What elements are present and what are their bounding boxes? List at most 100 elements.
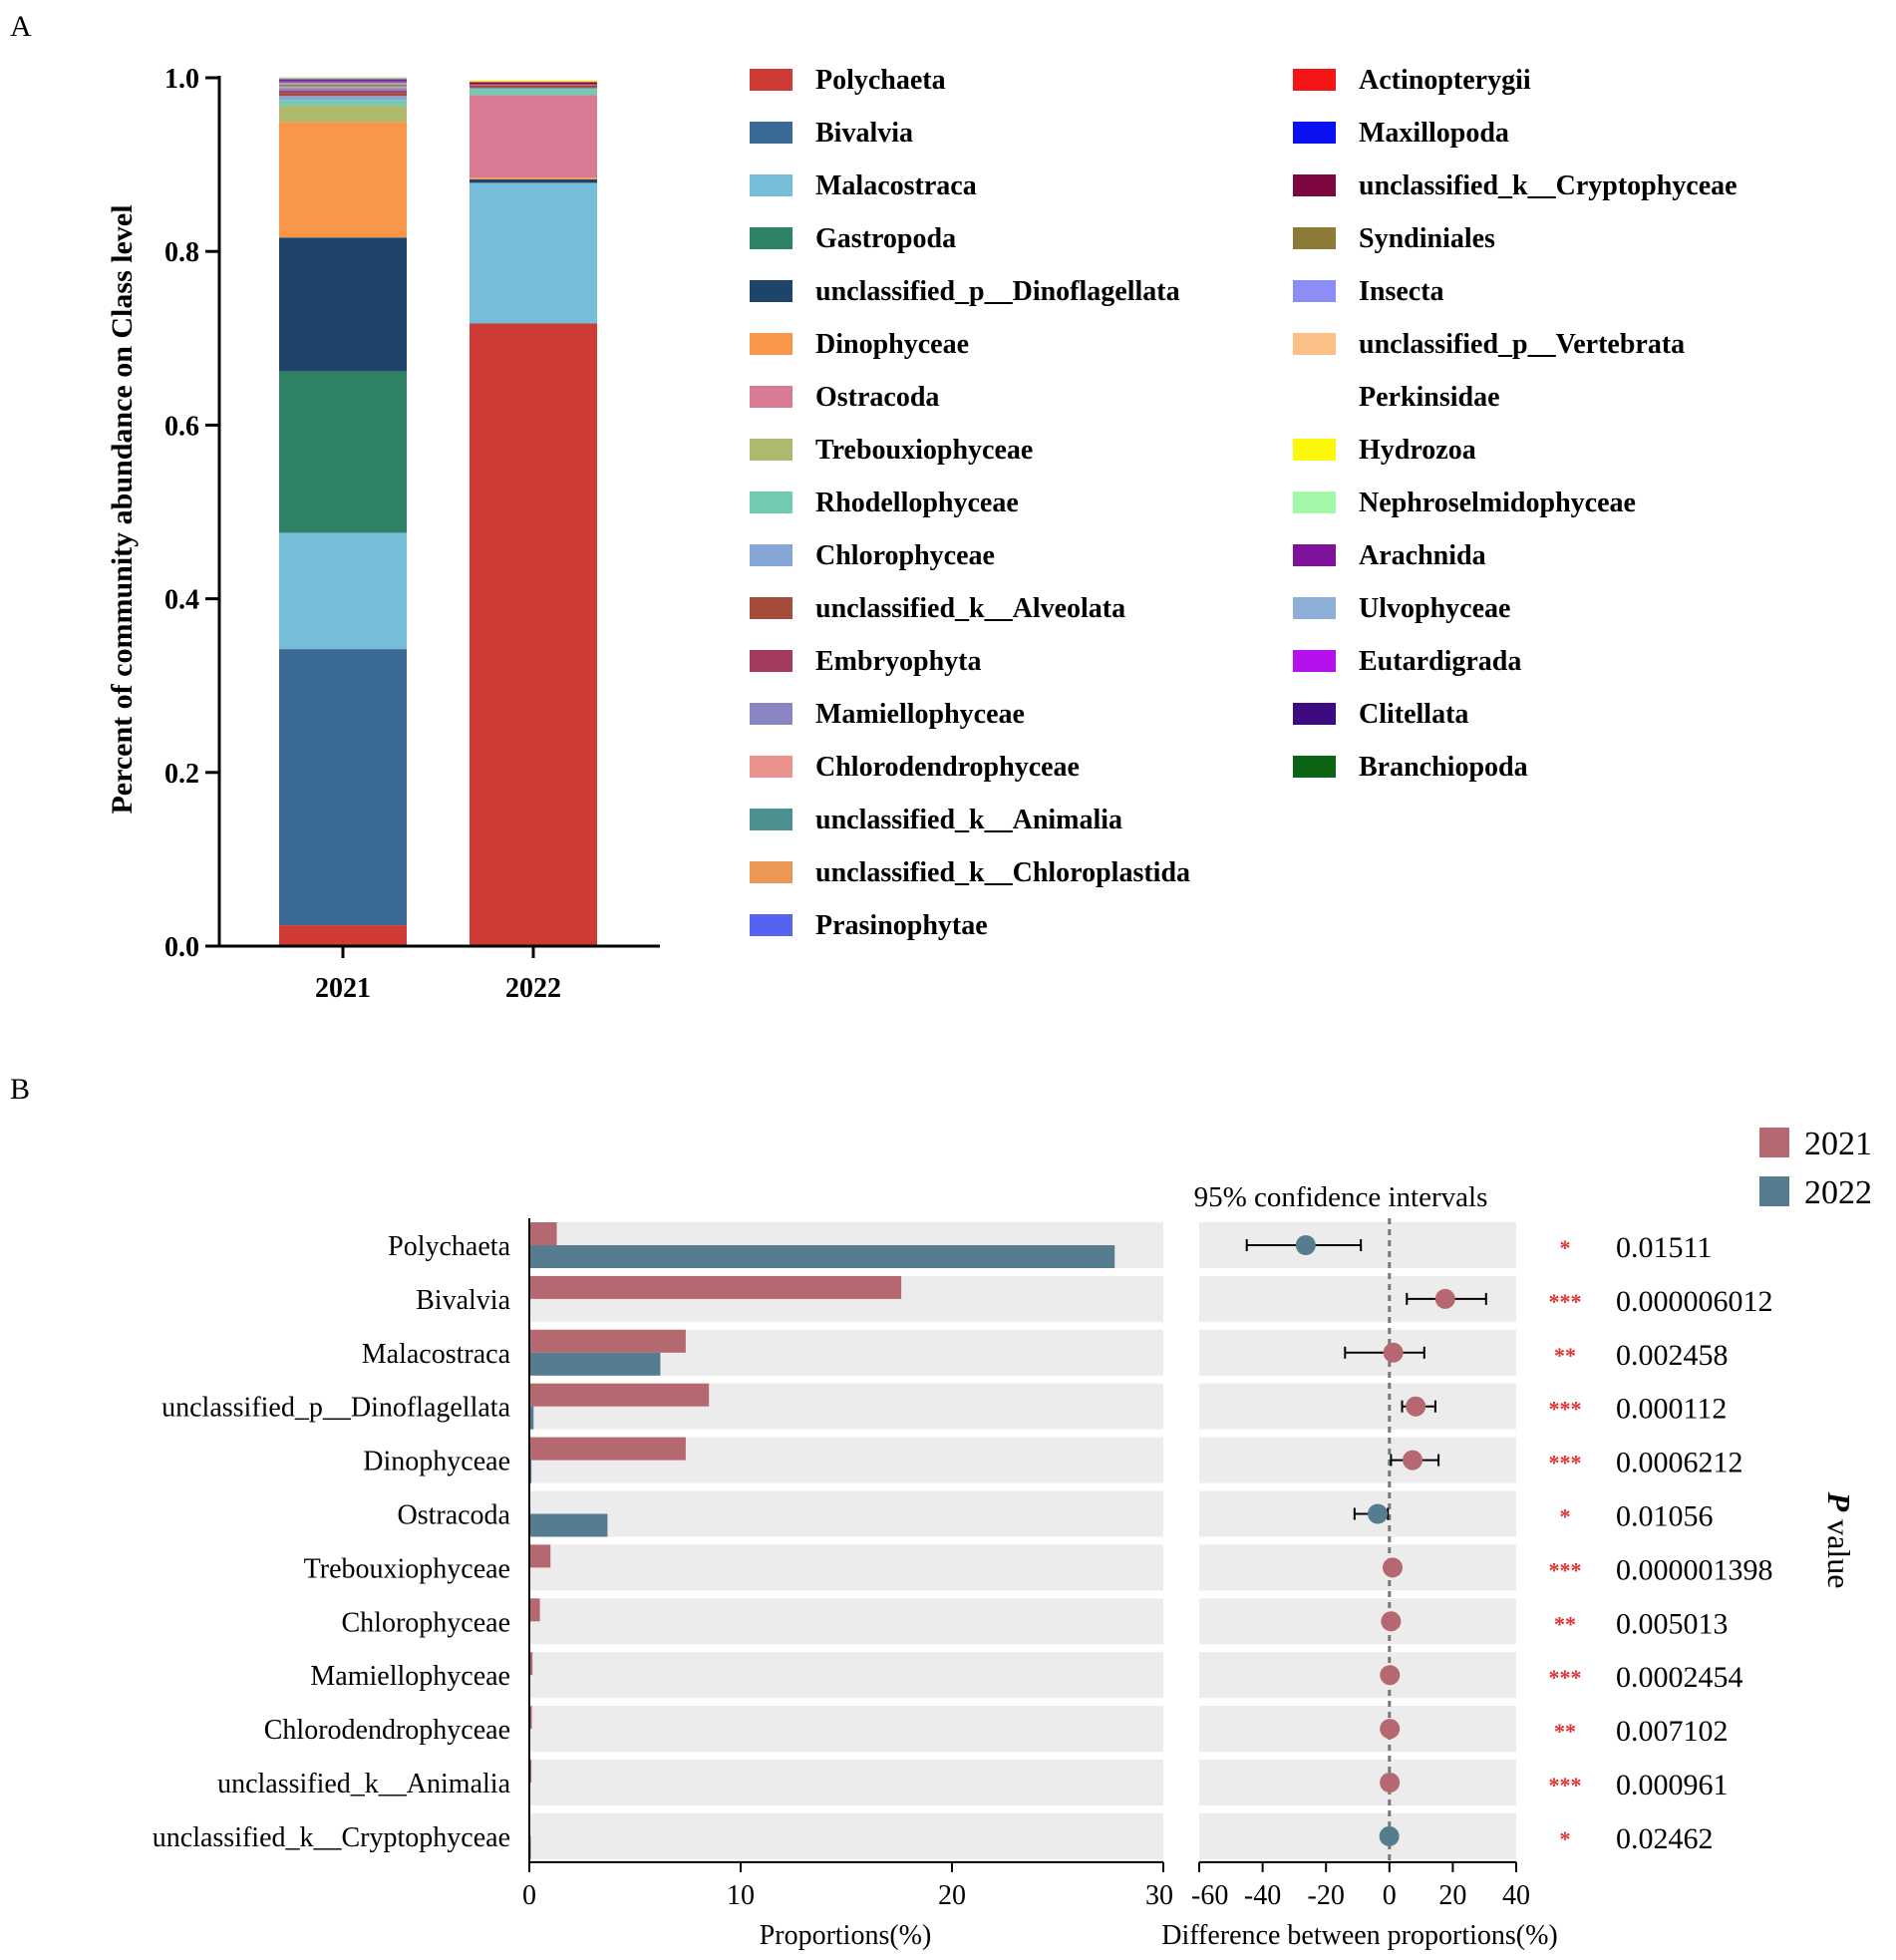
row-band [529,1760,1163,1805]
legend-label-dinophyceae: Dinophyceae [815,329,969,360]
difference-tick-label-40: -40 [1244,1880,1281,1911]
difference-tick-label-0: 0 [1383,1880,1397,1911]
stacked-bar-chart: 2021 2022 0.0 0.2 0.4 0.6 0.8 1.0 Percent of co… [106,64,1738,1004]
bar-segment-2021-gastropoda [279,371,407,533]
x-tick-label-2021: 2021 [315,973,371,1004]
bar-segment-2021-malacostraca [279,532,407,650]
difference-point-chlorodendrophyceae [1380,1719,1401,1740]
legend-label-embryophyta: Embryophyta [815,646,981,677]
legend-label-unclassified-k-cryptophyceae: unclassified_k__Cryptophyceae [1359,170,1738,201]
difference-tick-label-40: 40 [1502,1880,1530,1911]
category-label-chlorophyceae: Chlorophyceae [342,1607,511,1638]
row-band [529,1652,1163,1699]
p-value-unclassified-p-dinoflagellata: 0.000112 [1616,1393,1727,1426]
difference-point-bivalvia [1434,1288,1455,1309]
extended-error-bar-chart: Polychaeta Bivalvia Malacostraca unclassifi… [153,1126,1872,1951]
bar-segment-2021-insecta [279,78,407,80]
significance-stars: * [1560,1235,1571,1260]
panel-label-b: B [10,1073,30,1106]
significance-stars: *** [1549,1451,1582,1475]
bar-2021-chlorodendrophyceae [529,1706,532,1730]
bar-segment-2021-embryophyta [279,91,407,94]
bar-2022-dinophyceae [529,1460,532,1483]
y-tick-label-0.0: 0.0 [164,932,199,963]
difference-tick-label-20: -20 [1308,1880,1345,1911]
p-value-bivalvia: 0.000006012 [1616,1285,1773,1318]
legend-label-malacostraca: Malacostraca [815,170,977,201]
legend-swatch-unclassified-k-cryptophyceae [1293,174,1336,196]
bar-segment-2022-unclassified-k-alveolata [470,87,597,89]
p-value-trebouxiophyceae: 0.000001398 [1616,1553,1773,1586]
row-band [1199,1437,1516,1483]
category-label-unclassified-k-animalia: unclassified_k__Animalia [217,1769,511,1799]
legend-swatch-insecta [1293,280,1336,302]
legend-label-2021: 2021 [1804,1126,1872,1162]
bar-segment-2021-maxillopoda [279,79,407,81]
legend-swatch-gastropoda [750,227,792,249]
significance-stars: * [1560,1826,1571,1851]
legend-label-polychaeta: Polychaeta [815,65,946,96]
legend-label-rhodellophyceae: Rhodellophyceae [815,488,1019,518]
p-value-unclassified-k-animalia: 0.000961 [1616,1769,1729,1801]
p-value-axis-label: P value [1821,1491,1857,1589]
legend-swatch-malacostraca [750,174,792,196]
legend-swatch-trebouxiophyceae [750,439,792,461]
significance-stars: *** [1549,1397,1582,1422]
p-value-label-italic: P [1821,1491,1857,1512]
significance-stars: *** [1549,1557,1582,1582]
bar-segment-2021-nephroselmidophyceae [279,77,407,78]
bar-2021-bivalvia [529,1275,902,1299]
legend-label-eutardigrada: Eutardigrada [1359,646,1521,677]
bar-2021-dinophyceae [529,1437,686,1461]
category-label-malacostraca: Malacostraca [362,1339,511,1370]
row-band [1199,1544,1516,1591]
significance-stars: ** [1554,1611,1576,1636]
legend-label-unclassified-k-animalia: unclassified_k__Animalia [815,805,1122,835]
difference-point-unclassified-k-cryptophyceae [1379,1825,1400,1846]
bar-2021-unclassified-p-dinoflagellata [529,1383,710,1407]
legend-swatch-ulvophyceae [1293,597,1336,619]
y-axis-label: Percent of community abundance on Class … [106,204,139,814]
bar-2021-polychaeta [529,1222,557,1245]
legend-label-prasinophytae: Prasinophytae [815,910,988,941]
p-value-ostracoda: 0.01056 [1616,1500,1714,1533]
legend-label-unclassified-p-dinoflagellata: unclassified_p__Dinoflagellata [815,276,1180,307]
p-value-unclassified-k-cryptophyceae: 0.02462 [1616,1822,1714,1855]
bar-2021-mamiellophyceae [529,1652,533,1676]
bar-segment-2022-unclassified-p-vertebrata [470,81,597,83]
p-value-label-rest: value [1821,1511,1857,1588]
p-value-chlorophyceae: 0.005013 [1616,1607,1729,1640]
category-label-trebouxiophyceae: Trebouxiophyceae [304,1553,510,1584]
legend-label-hydrozoa: Hydrozoa [1359,435,1476,466]
legend-swatch-maxillopoda [1293,122,1336,144]
category-label-unclassified-k-cryptophyceae: unclassified_k__Cryptophyceae [153,1822,510,1853]
row-band [529,1544,1163,1591]
bar-segment-2021-unclassified-k-animalia [279,84,407,87]
bar-2022-polychaeta [529,1245,1115,1268]
legend-label-trebouxiophyceae: Trebouxiophyceae [815,435,1033,466]
row-band [1199,1760,1516,1805]
legend-label-insecta: Insecta [1359,276,1444,307]
bar-segment-2022-unclassified-k-cryptophyceae [470,82,597,85]
bar-2022-malacostraca [529,1352,661,1376]
bar-2021-malacostraca [529,1329,686,1353]
row-band [1199,1706,1516,1753]
y-tick-label-0.8: 0.8 [164,237,199,268]
p-value-chlorodendrophyceae: 0.007102 [1616,1715,1729,1748]
legend-swatch-syndiniales [1293,227,1336,249]
bar-segment-2022-dinophyceae [470,177,597,179]
legend-swatch-unclassified-p-dinoflagellata [750,280,792,302]
bar-segment-2021-trebouxiophyceae [279,105,407,123]
significance-stars: ** [1554,1719,1576,1744]
legend-swatch-polychaeta [750,69,792,91]
difference-point-dinophyceae [1403,1450,1423,1470]
legend-label-ulvophyceae: Ulvophyceae [1359,593,1510,624]
legend-swatch-arachnida [1293,544,1336,566]
difference-point-unclassified-p-dinoflagellata [1406,1396,1426,1417]
legend-label-branchiopoda: Branchiopoda [1359,752,1528,783]
difference-axis-label: Difference between proportions(%) [1161,1920,1558,1951]
bar-segment-2021-mamiellophyceae [279,88,407,92]
legend-label-syndiniales: Syndiniales [1359,223,1495,254]
category-label-ostracoda: Ostracoda [397,1500,510,1531]
